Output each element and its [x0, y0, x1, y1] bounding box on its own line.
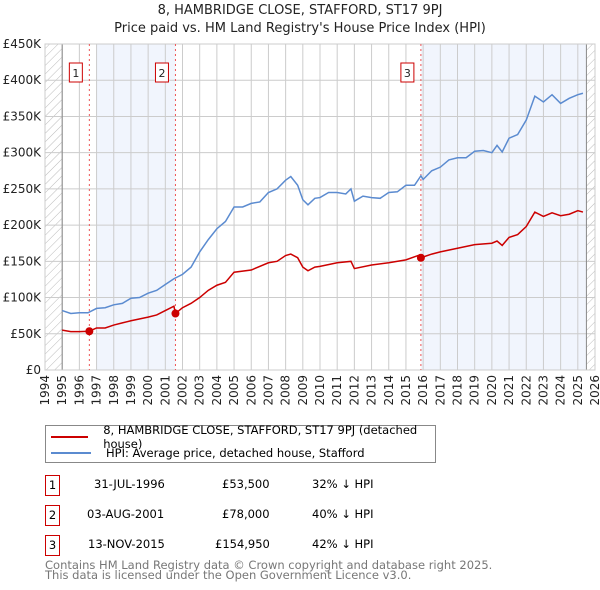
legend-item-hpi: HPI: Average price, detached house, Staf…: [51, 444, 365, 461]
title-line: 8, HAMBRIDGE CLOSE, STAFFORD, ST17 9PJ: [157, 3, 443, 18]
sale-marker-badge: 3: [45, 535, 60, 556]
x-tick-label: 2020: [485, 375, 499, 406]
x-tick-label: 1998: [107, 375, 121, 406]
chart: £0 £50K £100K £150K £200K £250K £300K £350K £400…: [3, 37, 600, 406]
y-tick-label: £300K: [3, 146, 43, 160]
footer: Contains HM Land Registry data © Crown c…: [45, 558, 493, 582]
sale-date: 03-AUG-2001: [87, 507, 165, 521]
x-tick-label: 2026: [588, 375, 600, 406]
x-tick-label: 2014: [382, 375, 396, 406]
x-tick-label: 1994: [38, 375, 52, 406]
footer-line: Contains HM Land Registry data © Crown c…: [45, 558, 493, 572]
x-tick-label: 2017: [433, 375, 447, 406]
sale-marker-box: [68, 62, 83, 83]
x-tick-label: 2009: [296, 375, 310, 406]
sale-hpi-diff: 32% ↓ HPI: [312, 477, 374, 491]
hatched-range: [45, 44, 63, 370]
sale-hpi-diff: 40% ↓ HPI: [312, 507, 374, 521]
x-tick-label: 1997: [90, 375, 104, 406]
x-tick-label: 2005: [227, 375, 241, 406]
sale-row: 3 13-NOV-2015 £154,950 42% ↓ HPI: [45, 535, 445, 556]
chart-title: 8, HAMBRIDGE CLOSE, STAFFORD, ST17 9PJ P…: [0, 2, 600, 38]
x-tick-label: 2023: [536, 375, 550, 406]
y-tick-label: £250K: [3, 182, 43, 196]
x-tick-label: 2002: [176, 375, 190, 406]
x-tick-label: 1999: [124, 375, 138, 406]
sale-marker-badge: 1: [45, 475, 60, 496]
sale-hpi-diff: 42% ↓ HPI: [312, 537, 374, 551]
sale-point: [416, 253, 425, 262]
sale-price: £78,000: [222, 507, 270, 521]
x-tick-label: 2001: [158, 375, 172, 406]
legend-label: 8, HAMBRIDGE CLOSE, STAFFORD, ST17 9PJ (…: [103, 422, 418, 451]
y-tick-label: £100K: [3, 291, 43, 305]
sale-point: [85, 327, 94, 336]
x-tick-label: 2018: [451, 375, 465, 406]
sale-date: 31-JUL-1996: [94, 477, 165, 491]
sale-row: 1 31-JUL-1996 £53,500 32% ↓ HPI: [45, 475, 445, 496]
x-tick-label: 2003: [193, 375, 207, 406]
legend-line-red: [51, 435, 89, 438]
subtitle-line: Price paid vs. HM Land Registry's House …: [114, 21, 486, 36]
x-tick-label: 2000: [141, 375, 155, 406]
y-tick-label: £0: [26, 363, 41, 377]
y-tick-label: £200K: [3, 218, 43, 232]
x-tick-label: 2015: [399, 375, 413, 406]
x-tick-label: 1995: [55, 375, 69, 406]
x-tick-label: 2024: [554, 375, 568, 406]
y-tick-label: £150K: [3, 254, 43, 268]
y-tick-label: £400K: [3, 73, 43, 87]
x-tick-label: 2016: [416, 375, 430, 406]
sale-price: £154,950: [215, 537, 270, 551]
x-tick-label: 2025: [571, 375, 585, 406]
y-tick-label: £450K: [3, 37, 43, 51]
legend: 8, HAMBRIDGE CLOSE, STAFFORD, ST17 9PJ (…: [45, 423, 436, 463]
x-tick-label: 2006: [244, 375, 258, 406]
sale-marker-box: [154, 62, 169, 83]
legend-item-property: 8, HAMBRIDGE CLOSE, STAFFORD, ST17 9PJ (…: [51, 423, 435, 451]
x-tick-label: 2019: [468, 375, 482, 406]
sale-point: [171, 309, 180, 318]
sale-date: 13-NOV-2015: [88, 537, 165, 551]
shaded-range: [420, 44, 587, 370]
legend-line-blue: [51, 451, 91, 454]
x-tick-label: 2010: [313, 375, 327, 406]
series-line: [61, 92, 584, 315]
footer-line: This data is licensed under the Open Gov…: [45, 568, 412, 582]
x-tick-label: 2022: [519, 375, 533, 406]
x-tick-label: 2013: [365, 375, 379, 406]
sale-marker-badge: 2: [45, 505, 60, 526]
sale-marker-label: 2: [158, 67, 165, 80]
sale-row: 2 03-AUG-2001 £78,000 40% ↓ HPI: [45, 505, 445, 526]
x-tick-label: 2008: [279, 375, 293, 406]
hatched-range: [586, 44, 595, 370]
sale-marker-box: [400, 62, 415, 83]
x-tick-label: 2012: [347, 375, 361, 406]
x-tick-label: 2007: [261, 375, 275, 406]
sale-marker-label: 1: [72, 67, 79, 80]
x-tick-label: 2021: [502, 375, 516, 406]
x-tick-label: 2011: [330, 375, 344, 406]
series-line: [62, 209, 584, 333]
shaded-range: [96, 44, 176, 370]
sale-price: £53,500: [222, 477, 270, 491]
y-tick-label: £50K: [10, 327, 42, 341]
legend-label: HPI: Average price, detached house, Staf…: [106, 445, 365, 460]
sale-marker-label: 3: [404, 67, 411, 80]
x-tick-label: 1996: [72, 375, 86, 406]
y-tick-label: £350K: [3, 109, 43, 123]
plot-frame: [44, 43, 596, 371]
x-tick-label: 2004: [210, 375, 224, 406]
